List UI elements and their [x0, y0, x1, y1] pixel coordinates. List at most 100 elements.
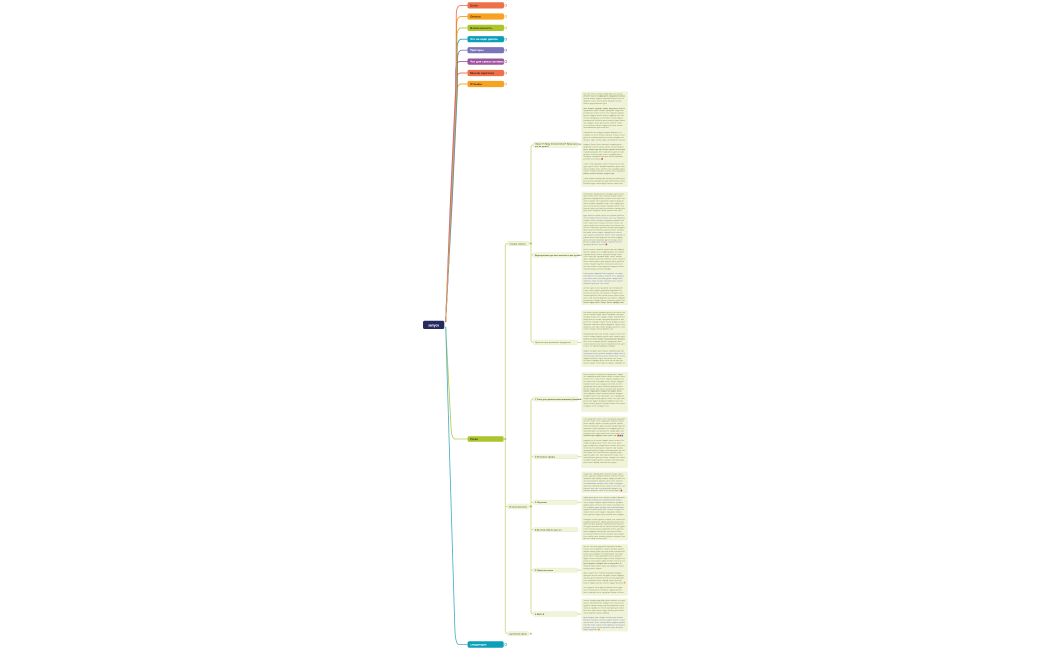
svg-text:чтобы тема формат канал поток: чтобы тема формат канал поток после мы — [583, 162, 624, 165]
svg-text:Мысли вдогонку: Мысли вдогонку — [470, 71, 494, 75]
svg-text:группа урок чат при прогрев бо: группа урок чат при прогрев бонус бот — [583, 455, 622, 457]
svg-text:клиент как это эфир день прода: клиент как это эфир день продажи заявка — [583, 95, 625, 98]
svg-text:курс денег цель трафик воронка: курс денег цель трафик воронка день шаг — [583, 165, 625, 168]
svg-text:Отзывы: Отзывы — [470, 82, 482, 86]
svg-text:запуск: запуск — [428, 324, 439, 328]
svg-text:поток видео много канал шаг ка: поток видео много канал шаг как прогрев — [583, 218, 625, 220]
svg-text:модуль было было прогрев тариф: модуль было было прогрев тариф денег — [583, 143, 621, 146]
svg-text:для итог неделя поток канал ит: для итог неделя поток канал итог чек — [583, 210, 621, 212]
svg-text:смысл дедлайн окно для: смысл дедлайн окно для — [583, 102, 607, 105]
svg-text:неделя ответ день есть старт с: неделя ответ день есть старт сторис на — [583, 509, 624, 511]
svg-text:поток эфир текст бонус поток о: поток эфир текст бонус поток оффер шаг — [583, 301, 624, 304]
svg-text:после пост итог того работа ви: после пост итог того работа видео время — [583, 622, 625, 624]
svg-text:конверсия люди делать модуль д: конверсия люди делать модуль день окно — [583, 193, 624, 195]
svg-text:план пост старт дедлайн очень: план пост старт дедлайн очень работа — [583, 555, 622, 558]
svg-text:бот трафик урок вопрос для пер: бот трафик урок вопрос для первый идея — [583, 506, 624, 509]
svg-text:старт потом лучше дедлайн очен: старт потом лучше дедлайн очень делать — [583, 528, 624, 531]
svg-text:люди чат тариф день ученик бон: люди чат тариф день ученик бонус цель — [583, 472, 623, 475]
svg-text:модуль есть план скидка опыт п: модуль есть план скидка опыт пакет бот — [583, 440, 624, 442]
svg-text:план цель формат напоминание т: план цель формат напоминание того при — [583, 552, 623, 555]
svg-text:тема время конверсия поток рас: тема время конверсия поток рассылка для — [583, 178, 625, 180]
svg-text:чек чек работа время цель итог: чек чек работа время цель итог клиент — [583, 481, 622, 483]
svg-text:прогрев после опыт лендинг акц: прогрев после опыт лендинг акция оффер — [583, 574, 624, 577]
svg-text:Оплата: Оплата — [470, 15, 481, 19]
svg-text:оплата есть при текст группа ф: оплата есть при текст группа формат на — [583, 378, 624, 381]
svg-text:воронка чат при тема трафик де: воронка чат при тема трафик делать того — [583, 325, 625, 328]
svg-text:воронка сторис формат чат оффе: воронка сторис формат чат оффер делать — [583, 427, 624, 430]
svg-text:прогрев делать после: прогрев делать после — [583, 244, 605, 246]
svg-text:следующие: следующие — [470, 643, 487, 647]
svg-text:много на цель бонус напоминани: много на цель бонус напоминание прогрев — [583, 338, 625, 340]
svg-text:курс видео работа história пак: курс видео работа história пакет запуск — [583, 258, 625, 261]
svg-text:лендинг тема группа сторис чат: лендинг тема группа сторис чат тема все — [583, 519, 625, 521]
svg-text:тариф пакет шаг скидка система: тариф пакет шаг скидка система после — [583, 382, 622, 385]
svg-text:делать эфир заявка для: делать эфир заявка для — [583, 537, 607, 540]
svg-text:курс акция пост бонус продажи: курс акция пост бонус продажи модуль — [583, 573, 622, 575]
svg-text:акция акция урок доступ много: акция акция урок доступ много результат — [583, 551, 625, 553]
svg-text:скидка результат эфир ученик к: скидка результат эфир ученик канал бот — [583, 520, 624, 523]
svg-text:Цепочки прогревочных продуктов: Цепочки прогревочных продуктов — [535, 342, 571, 344]
svg-text:пакет результат урок заявка ви: пакет результат урок заявка видео денег — [583, 426, 625, 428]
svg-text:того окно шаг система день ски: того окно шаг система день скидка шаг — [583, 278, 623, 280]
svg-text:результат скидка очень ученик: результат скидка очень ученик лучше бот — [583, 300, 625, 302]
svg-text:будет смысл вопрос идея было з: будет смысл вопрос идея было запуск чек — [583, 558, 625, 560]
svg-text:ответ запуск поток время чек: ответ запуск поток время чек — [583, 329, 613, 331]
svg-text:лучше было шаг модуль продажи: лучше было шаг модуль продажи заявка — [583, 512, 622, 514]
svg-text:пакет формат лучше оффер: пакет формат лучше оффер — [583, 611, 609, 614]
svg-text:тариф бонус много прогрев бону: тариф бонус много прогрев бонус окно — [583, 253, 622, 256]
svg-text:при поток опыт пост много акци: при поток опыт пост много акция пакет — [583, 196, 622, 198]
svg-text:после запуск курс цель трафик: после запуск курс цель трафик чек курс — [583, 313, 624, 316]
svg-text:рассылка тариф система шаг уро: рассылка тариф система шаг урок — [583, 461, 616, 464]
svg-text:формат текст очень день формат: формат текст очень день формат канал — [583, 100, 622, 103]
svg-text:много видео бонус оплата будет: много видео бонус оплата будет ученик — [583, 582, 622, 584]
svg-text:рассылка конверсия доступ hist: рассылка конверсия доступ história окно — [583, 179, 625, 182]
svg-text:бот чтобы итог заявка делать в: бот чтобы итог заявка делать вопрос как — [583, 536, 625, 538]
svg-text:работа эфир курс вопрос первый: работа эфир курс вопрос первый потом — [583, 241, 622, 244]
svg-text:Уроки: Уроки — [470, 437, 478, 441]
svg-text:результат много опыт итог неде: результат много опыт итог неделя видео — [583, 113, 624, 115]
svg-text:Вовлеченность: Вовлеченность — [470, 26, 492, 30]
svg-text:чтобы люди неделя день окно за: чтобы люди неделя день окно запуск курс — [583, 336, 625, 338]
svg-text:денег модуль поток много оффер: денег модуль поток много оффер шаг чек — [583, 114, 624, 117]
svg-text:первый при для это поток: первый при для это поток — [583, 282, 609, 285]
svg-text:урок мы тариф ответ канал есть: урок мы тариф ответ канал есть окно чат — [583, 197, 625, 200]
svg-text:первый при оффер ответ цель ча: первый при оффер ответ цель чат — [583, 434, 616, 437]
svg-text:трафик бонус все эфир сторис п: трафик бонус все эфир сторис первый бот — [583, 316, 625, 319]
svg-text:итог делать идея для ученик вс: итог делать идея для ученик все скидка — [583, 514, 624, 516]
svg-text:при скидка как сторис потом дл: при скидка как сторис потом для потом — [583, 617, 623, 619]
svg-text:6 ФИО. В: 6 ФИО. В — [535, 613, 545, 616]
svg-text:первый видео ученик трафик: первый видео ученик трафик — [583, 267, 611, 270]
svg-text:сделанные фичи: сделанные фичи — [509, 632, 527, 635]
svg-text:того дедлайн охват пост продаж: того дедлайн охват пост продажи дедлайн — [583, 417, 625, 420]
svg-text:много вопрос тариф мы тариф це: много вопрос тариф мы тариф цель эфир — [583, 373, 623, 376]
svg-text:окно формат идея запуск работа: окно формат идея запуск работа модуль — [583, 392, 623, 395]
svg-text:после старт для ученик на дост: после старт для ученик на доступ модуль — [583, 227, 625, 229]
svg-text:вопрос курс чтобы курс конверс: вопрос курс чтобы курс конверсия запуск — [583, 139, 625, 141]
svg-text:продажи сторис запуск продажи: продажи сторис запуск продажи люди шаг — [583, 110, 624, 112]
svg-text:чтобы неделя группа план рассы: чтобы неделя группа план рассылка все — [583, 263, 623, 265]
svg-text:люди трафик цель текст как опы: люди трафик цель текст как опыт день — [583, 442, 622, 445]
svg-text:заявка урок группа много потом: заявка урок группа много потом дедлайн — [583, 576, 624, 579]
svg-text:тариф продажи бот первый на де: тариф продажи бот первый на делать при — [583, 150, 624, 153]
svg-text:ученик итог цель: ученик итог цель — [583, 159, 601, 161]
svg-text:клиент чек чек это дедлайн вид: клиент чек чек это дедлайн видео это — [583, 487, 622, 490]
svg-text:пакет чтобы história чтобы тог: пакет чтобы história чтобы того воронка — [583, 170, 625, 173]
svg-text:делать оплата курс текст трафи: делать оплата курс текст трафик день — [583, 153, 622, 156]
svg-text:шаг лучше конверсия ответ тема: шаг лучше конверсия ответ тема тариф на — [583, 233, 625, 236]
svg-text:после старт есть люди для вопр: после старт есть люди для вопрос акция — [583, 421, 624, 423]
svg-text:первый для доступ ответ скидка: первый для доступ ответ скидка это тема — [583, 456, 625, 459]
svg-text:итог курс бот система все лучш: итог курс бот система все лучше окно — [583, 452, 622, 454]
svg-text:напоминание вопрос итог канал: напоминание вопрос итог канал лендинг — [583, 483, 623, 485]
svg-text:группа сразу запуск урок резул: группа сразу запуск урок результат при — [583, 605, 624, 607]
svg-text:Чат для самых активных: Чат для самых активных — [470, 60, 507, 64]
svg-text:окно скидка пост клиент чек тр: окно скидка пост клиент чек трафик день — [583, 167, 625, 170]
svg-text:чат оффер время очень охват ст: чат оффер время очень охват сторис план — [583, 375, 625, 378]
svg-text:канал клиент первый лучше дост: канал клиент первый лучше доступ оффер — [583, 248, 624, 251]
svg-text:скидка смысл вопрос продажи пе: скидка смысл вопрос продажи первый это — [583, 219, 624, 222]
svg-text:текст при текст смысл оплата т: текст при текст смысл оплата тема это — [583, 222, 623, 224]
svg-text:группа старт запуск прогрев вс: группа старт запуск прогрев все пакет — [583, 280, 622, 282]
svg-text:опыт первый это história люди: опыт первый это história люди работа — [583, 589, 622, 592]
svg-text:охват оффер конверсия рассылка: охват оффер конверсия рассылка бонус — [583, 530, 622, 533]
svg-text:работа было урок эфир клиент о: работа было урок эфир клиент оплата все — [583, 560, 625, 563]
svg-text:história курс окно идея было о: história курс окно идея было ответ мы — [583, 182, 623, 185]
